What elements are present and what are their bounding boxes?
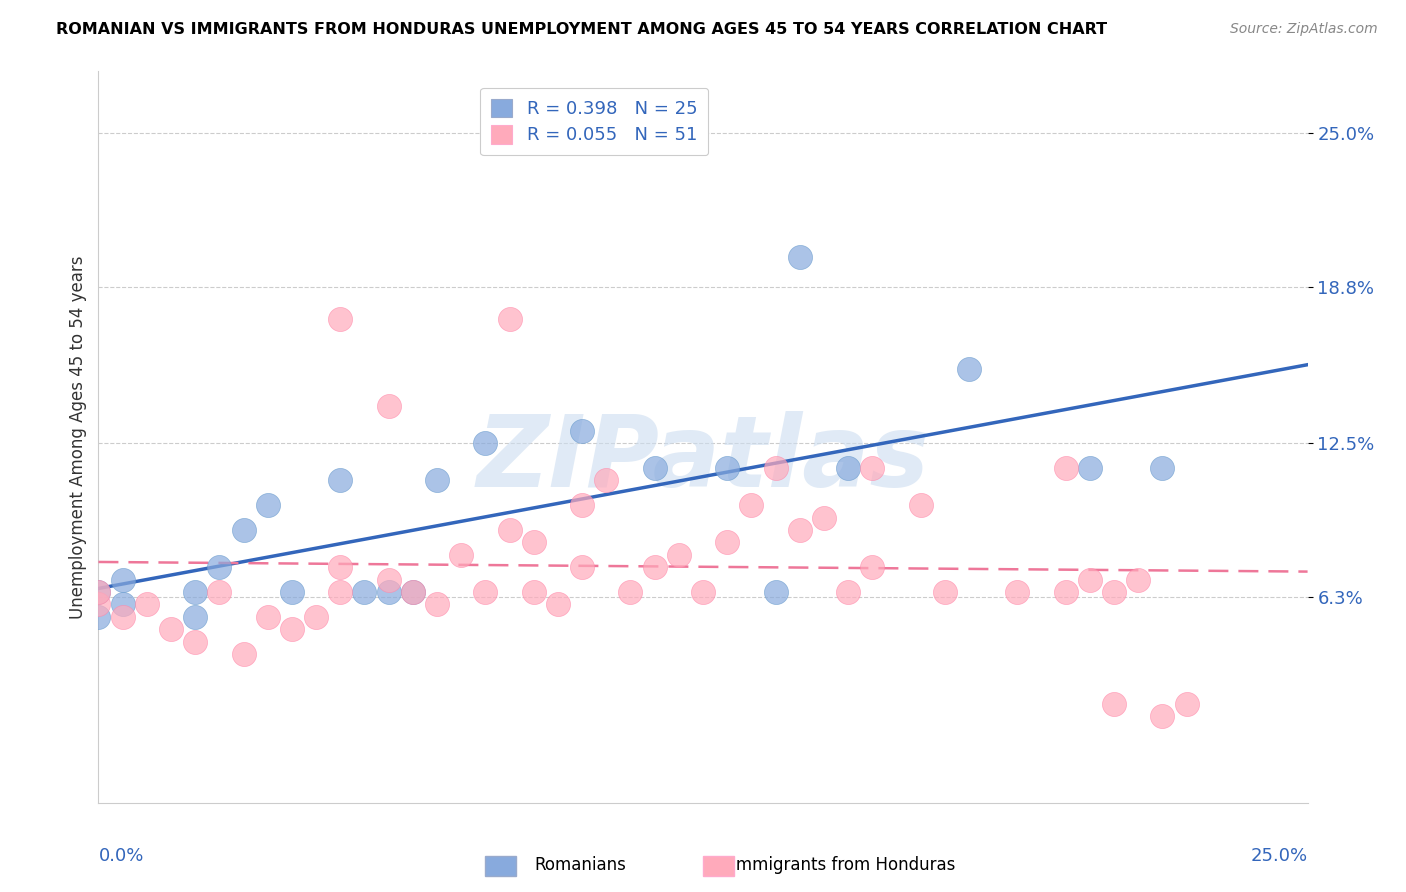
Point — [523, 535, 546, 549]
Point — [692, 585, 714, 599]
Point — [377, 399, 399, 413]
Point — [377, 585, 399, 599]
Point — [402, 585, 425, 599]
Point — [450, 548, 472, 562]
Point — [87, 598, 110, 612]
Point — [232, 523, 254, 537]
Point — [595, 474, 617, 488]
Point — [111, 573, 134, 587]
Point — [813, 510, 835, 524]
Point — [1054, 461, 1077, 475]
Point — [837, 585, 859, 599]
Point — [184, 585, 207, 599]
Point — [571, 560, 593, 574]
Point — [474, 585, 496, 599]
Point — [547, 598, 569, 612]
Point — [957, 362, 980, 376]
Point — [1007, 585, 1029, 599]
Point — [860, 461, 883, 475]
Point — [232, 647, 254, 661]
Legend: R = 0.398   N = 25, R = 0.055   N = 51: R = 0.398 N = 25, R = 0.055 N = 51 — [479, 87, 709, 155]
Point — [208, 585, 231, 599]
Point — [1128, 573, 1150, 587]
Text: ZIPatlas: ZIPatlas — [477, 410, 929, 508]
Text: Romanians: Romanians — [534, 856, 626, 874]
Text: Source: ZipAtlas.com: Source: ZipAtlas.com — [1230, 22, 1378, 37]
Point — [329, 560, 352, 574]
Point — [571, 424, 593, 438]
Point — [1054, 585, 1077, 599]
Point — [740, 498, 762, 512]
Point — [910, 498, 932, 512]
Point — [377, 573, 399, 587]
Point — [329, 474, 352, 488]
Point — [789, 250, 811, 264]
Point — [837, 461, 859, 475]
Point — [426, 598, 449, 612]
Point — [426, 474, 449, 488]
Point — [765, 461, 787, 475]
Point — [860, 560, 883, 574]
Point — [644, 560, 666, 574]
Point — [305, 610, 328, 624]
Point — [135, 598, 157, 612]
Point — [716, 461, 738, 475]
Point — [716, 535, 738, 549]
Point — [644, 461, 666, 475]
Point — [353, 585, 375, 599]
Point — [329, 312, 352, 326]
Point — [208, 560, 231, 574]
Point — [87, 610, 110, 624]
Text: 25.0%: 25.0% — [1250, 847, 1308, 864]
Point — [184, 610, 207, 624]
Point — [256, 498, 278, 512]
Point — [789, 523, 811, 537]
Point — [281, 585, 304, 599]
Point — [1152, 461, 1174, 475]
Point — [1078, 573, 1101, 587]
Point — [87, 585, 110, 599]
Point — [184, 634, 207, 648]
Point — [1078, 461, 1101, 475]
Point — [111, 598, 134, 612]
Text: 0.0%: 0.0% — [98, 847, 143, 864]
Point — [934, 585, 956, 599]
Point — [1175, 697, 1198, 711]
Point — [498, 312, 520, 326]
Point — [256, 610, 278, 624]
Point — [668, 548, 690, 562]
Point — [111, 610, 134, 624]
Point — [1102, 585, 1125, 599]
Point — [474, 436, 496, 450]
Point — [571, 498, 593, 512]
Point — [160, 622, 183, 636]
Y-axis label: Unemployment Among Ages 45 to 54 years: Unemployment Among Ages 45 to 54 years — [69, 255, 87, 619]
Point — [329, 585, 352, 599]
Point — [619, 585, 641, 599]
Point — [1152, 709, 1174, 723]
Point — [498, 523, 520, 537]
Point — [765, 585, 787, 599]
Text: Immigrants from Honduras: Immigrants from Honduras — [731, 856, 956, 874]
Point — [402, 585, 425, 599]
Point — [281, 622, 304, 636]
Point — [523, 585, 546, 599]
Point — [1102, 697, 1125, 711]
Text: ROMANIAN VS IMMIGRANTS FROM HONDURAS UNEMPLOYMENT AMONG AGES 45 TO 54 YEARS CORR: ROMANIAN VS IMMIGRANTS FROM HONDURAS UNE… — [56, 22, 1108, 37]
Point — [87, 585, 110, 599]
